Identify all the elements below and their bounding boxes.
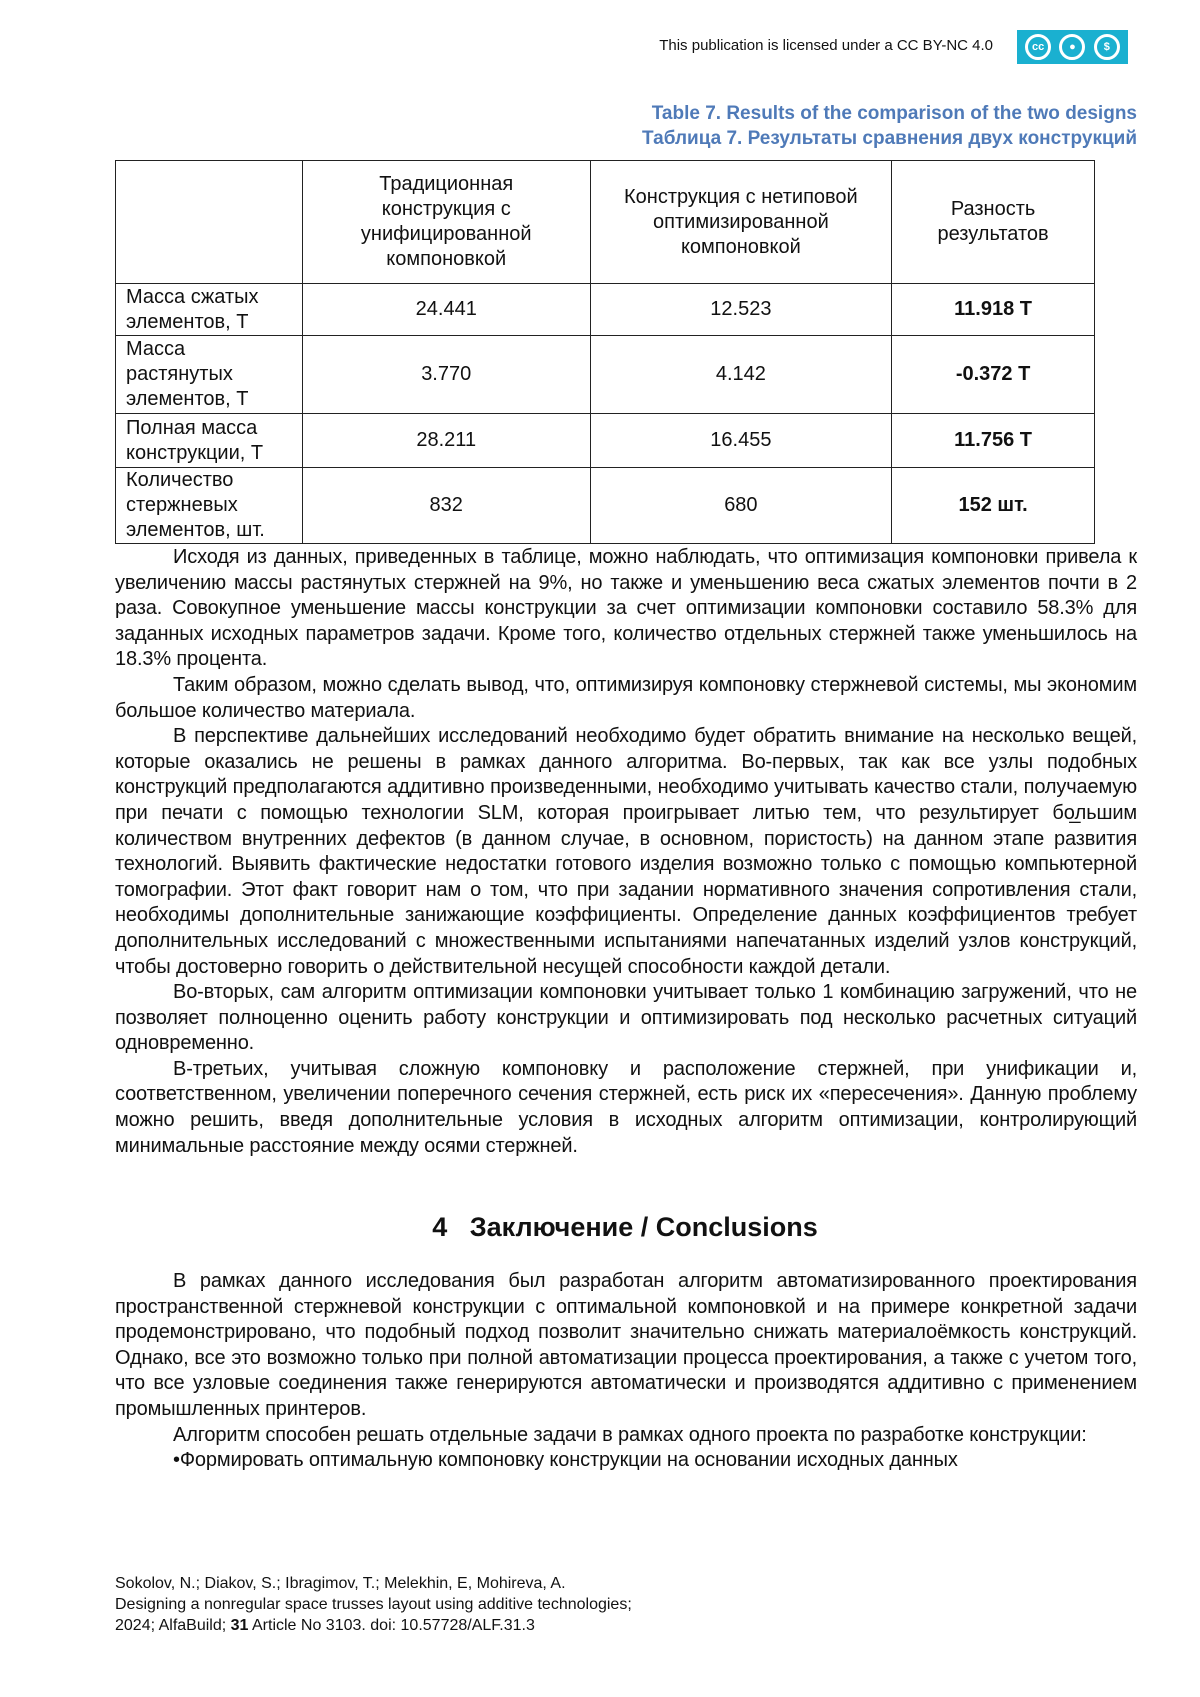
- paragraph: Во-вторых, сам алгоритм оптимизации комп…: [115, 980, 1137, 1057]
- row-header: Количество стержневых элементов, шт.: [116, 468, 303, 544]
- paragraph: Таким образом, можно сделать вывод, что,…: [115, 673, 1137, 724]
- header-cell: Разность результатов: [892, 161, 1095, 284]
- difference-cell: -0.372 Т: [892, 336, 1095, 414]
- header-cell: [116, 161, 303, 284]
- table-cell: 3.770: [302, 336, 590, 414]
- table-row: Полная масса конструкции, Т 28.211 16.45…: [116, 414, 1095, 468]
- table-cell: 16.455: [590, 414, 892, 468]
- table-row: Количество стержневых элементов, шт. 832…: [116, 468, 1095, 544]
- table-cell: 28.211: [302, 414, 590, 468]
- cc-license-badge[interactable]: cc ● $: [1017, 30, 1128, 64]
- paragraph: В рамках данного исследования был разраб…: [115, 1269, 1137, 1423]
- citation-doi[interactable]: Article No 3103. doi: 10.57728/ALF.31.3: [248, 1617, 534, 1634]
- bullet-text: Формировать оптимальную компоновку конст…: [180, 1449, 958, 1471]
- header-cell: Традиционная конструкция с унифицированн…: [302, 161, 590, 284]
- difference-cell: 11.918 Т: [892, 284, 1095, 336]
- attribution-person-icon: ●: [1059, 34, 1085, 60]
- difference-cell: 11.756 Т: [892, 414, 1095, 468]
- citation-footer: Sokolov, N.; Diakov, S.; Ibragimov, T.; …: [115, 1573, 632, 1636]
- table-cell: 12.523: [590, 284, 892, 336]
- section-heading: 4 Заключение / Conclusions: [0, 1212, 1200, 1243]
- paragraph: В перспективе дальнейших исследований не…: [115, 724, 1137, 980]
- row-header: Масса растянутых элементов, Т: [116, 336, 303, 414]
- table-row: Масса растянутых элементов, Т 3.770 4.14…: [116, 336, 1095, 414]
- table-caption-ru: Таблица 7. Результаты сравнения двух кон…: [642, 126, 1137, 151]
- non-commercial-dollar-icon: $: [1094, 34, 1120, 60]
- table-caption-en: Table 7. Results of the comparison of th…: [642, 101, 1137, 126]
- results-table: Традиционная конструкция с унифицированн…: [115, 160, 1095, 544]
- volume-number: 31: [231, 1617, 249, 1634]
- row-header: Масса сжатых элементов, Т: [116, 284, 303, 336]
- license-text: This publication is licensed under a CC …: [560, 37, 993, 54]
- table-header-row: Традиционная конструкция с унифицированн…: [116, 161, 1095, 284]
- table-cell: 832: [302, 468, 590, 544]
- table-cell: 24.441: [302, 284, 590, 336]
- paragraph: Исходя из данных, приведенных в таблице,…: [115, 545, 1137, 673]
- bullet-icon: •: [173, 1449, 180, 1471]
- paragraph: Алгоритм способен решать отдельные задач…: [115, 1423, 1137, 1449]
- header-cell: Конструкция с нетиповой оптимизированной…: [590, 161, 892, 284]
- table-cell: 680: [590, 468, 892, 544]
- conclusions-text: В рамках данного исследования был разраб…: [115, 1269, 1137, 1474]
- row-header: Полная масса конструкции, Т: [116, 414, 303, 468]
- table-caption: Table 7. Results of the comparison of th…: [642, 101, 1137, 151]
- table-row: Масса сжатых элементов, Т 24.441 12.523 …: [116, 284, 1095, 336]
- footer-authors: Sokolov, N.; Diakov, S.; Ibragimov, T.; …: [115, 1573, 632, 1594]
- paragraph: В-третьих, учитывая сложную компоновку и…: [115, 1057, 1137, 1159]
- body-text: Исходя из данных, приведенных в таблице,…: [115, 545, 1137, 1159]
- bullet-item: •Формировать оптимальную компоновку конс…: [115, 1448, 1137, 1474]
- footer-citation: 2024; AlfaBuild; 31 Article No 3103. doi…: [115, 1615, 632, 1636]
- footer-title: Designing a nonregular space trusses lay…: [115, 1594, 632, 1615]
- cc-icon: cc: [1025, 34, 1051, 60]
- citation-prefix: 2024; AlfaBuild;: [115, 1617, 231, 1634]
- difference-cell: 152 шт.: [892, 468, 1095, 544]
- table-cell: 4.142: [590, 336, 892, 414]
